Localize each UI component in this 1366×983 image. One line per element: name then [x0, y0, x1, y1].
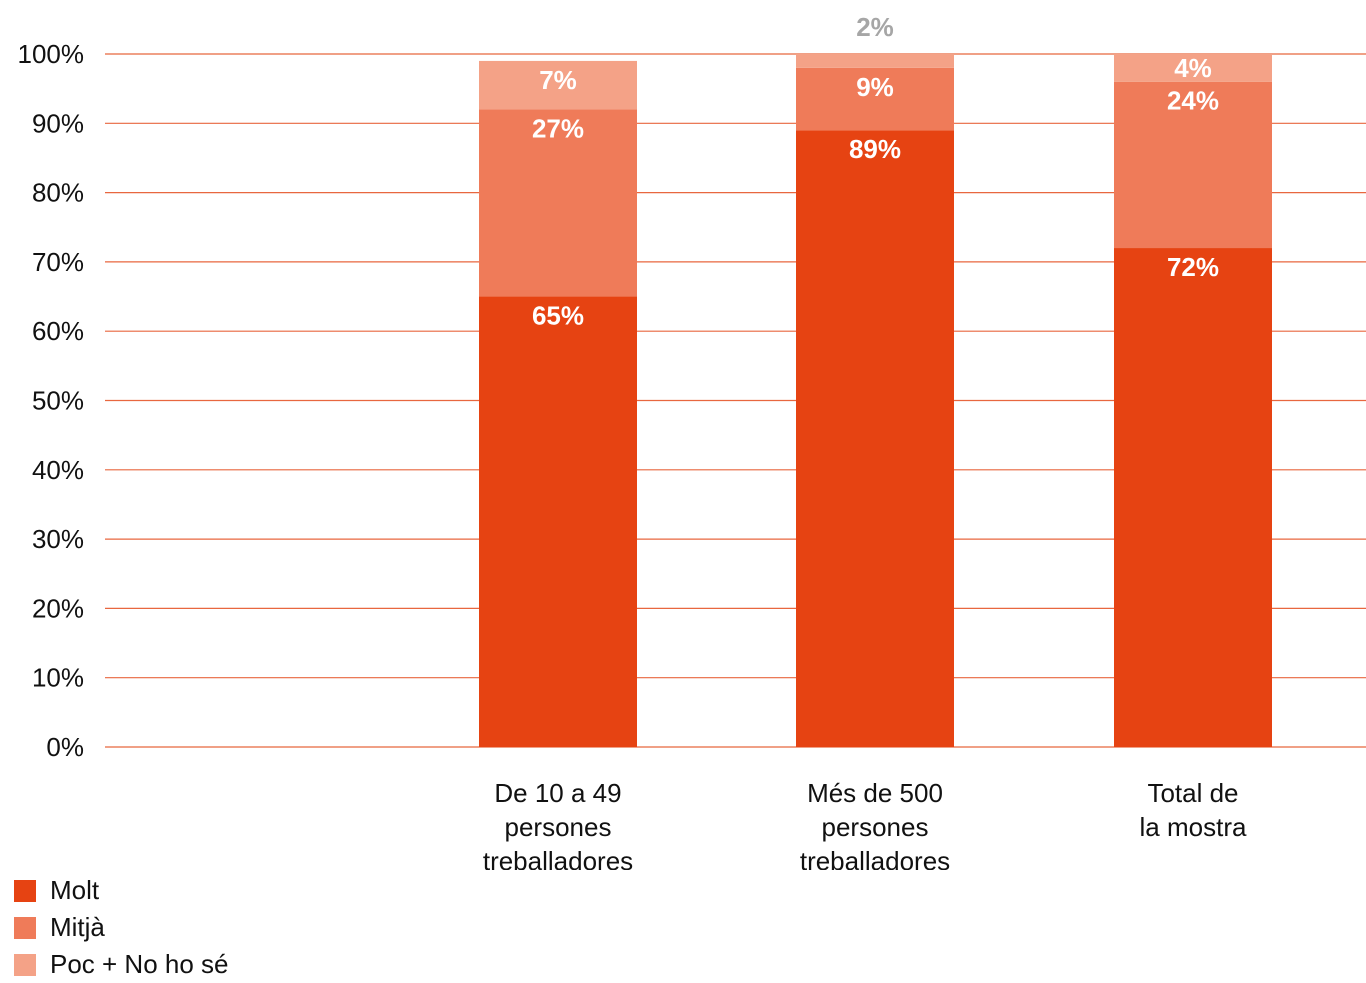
- legend-swatch-molt: [14, 879, 36, 902]
- y-tick-label: 90%: [32, 108, 84, 138]
- x-tick-label: Total de la mostra: [1140, 778, 1247, 842]
- data-label: 7%: [539, 65, 577, 95]
- x-tick-label: De 10 a 49 persones treballadores: [483, 778, 633, 870]
- y-tick-label: 100%: [18, 39, 85, 69]
- bar-segment: [479, 296, 637, 747]
- y-tick-label: 30%: [32, 524, 84, 554]
- bar-segment: [796, 67, 954, 131]
- bars: [479, 54, 1272, 748]
- data-label: 27%: [532, 113, 584, 143]
- legend-swatch-poc-no-ho-se: [14, 953, 36, 976]
- x-tick-label-line: la mostra: [1140, 812, 1247, 842]
- bar-segment: [796, 130, 954, 748]
- x-tick-label: Més de 500 persones treballadores: [800, 778, 950, 870]
- bar-labels: 65% 27% 7% 89% 9% 2% 72% 24%4%: [532, 12, 1219, 331]
- legend-swatch-mitja: [14, 916, 36, 939]
- data-label: 24%: [1167, 86, 1219, 116]
- stacked-bar-chart: 0% 10% 20% 30% 40% 50% 60% 70% 80% 90% 100% 65% 27%…: [18, 12, 1366, 870]
- x-tick-label-line: treballadores: [483, 846, 633, 870]
- x-tick-label-line: persones: [505, 812, 612, 842]
- y-tick-label: 60%: [32, 316, 84, 346]
- legend-label-mitja: Mitjà: [50, 912, 105, 942]
- x-tick-label-line: treballadores: [800, 846, 950, 870]
- legend-label-molt: Molt: [50, 875, 100, 905]
- data-label: 2%: [856, 12, 894, 42]
- data-label: 65%: [532, 301, 584, 331]
- bar-segment: [1114, 81, 1272, 249]
- x-tick-label-line: De 10 a 49: [494, 778, 621, 808]
- y-tick-label: 10%: [32, 663, 84, 693]
- data-label: 9%: [856, 72, 894, 102]
- bar-segment: [796, 54, 954, 68]
- bar-segment: [479, 60, 637, 110]
- data-label: 89%: [849, 134, 901, 164]
- legend: Molt Mitjà Poc + No ho sé: [14, 872, 229, 983]
- y-tick-label: 0%: [46, 732, 84, 762]
- data-label: 72%: [1167, 252, 1219, 282]
- y-axis-ticks: 0% 10% 20% 30% 40% 50% 60% 70% 80% 90% 100%: [18, 39, 85, 762]
- bar-segment: [1114, 248, 1272, 748]
- legend-item-molt: Molt: [14, 872, 229, 909]
- x-tick-label-line: Més de 500: [807, 778, 943, 808]
- y-tick-label: 80%: [32, 178, 84, 208]
- legend-label-poc-no-ho-se: Poc + No ho sé: [50, 949, 229, 979]
- data-label: 4%: [1174, 53, 1212, 83]
- bar-segment: [1114, 54, 1272, 82]
- x-tick-label-line: persones: [822, 812, 929, 842]
- y-tick-label: 70%: [32, 247, 84, 277]
- legend-item-poc-no-ho-se: Poc + No ho sé: [14, 946, 229, 983]
- y-tick-label: 50%: [32, 386, 84, 416]
- y-tick-label: 20%: [32, 593, 84, 623]
- legend-item-mitja: Mitjà: [14, 909, 229, 946]
- x-tick-label-line: Total de: [1147, 778, 1238, 808]
- y-tick-label: 40%: [32, 455, 84, 485]
- bar-segment: [479, 109, 637, 297]
